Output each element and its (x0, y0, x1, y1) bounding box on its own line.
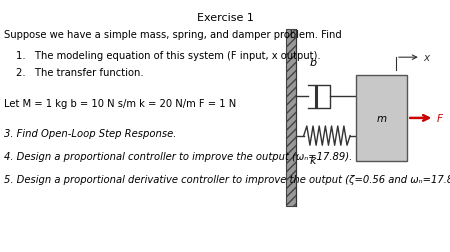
Text: 4. Design a proportional controller to improve the output (ωₙ=17.89).: 4. Design a proportional controller to i… (4, 151, 353, 161)
Text: Suppose we have a simple mass, spring, and damper problem. Find: Suppose we have a simple mass, spring, a… (4, 30, 342, 40)
Text: m: m (376, 113, 387, 123)
Text: x: x (423, 53, 429, 63)
Text: Let M = 1 kg b = 10 N s/m k = 20 N/m F = 1 N: Let M = 1 kg b = 10 N s/m k = 20 N/m F =… (4, 98, 237, 108)
Text: b: b (309, 58, 316, 68)
Text: Exercise 1: Exercise 1 (197, 13, 253, 23)
Text: 1.   The modeling equation of this system (F input, x output).: 1. The modeling equation of this system … (16, 50, 320, 60)
Text: 3. Find Open-Loop Step Response.: 3. Find Open-Loop Step Response. (4, 129, 177, 139)
Bar (286, 30, 296, 207)
Text: 5. Design a proportional derivative controller to improve the output (ζ=0.56 and: 5. Design a proportional derivative cont… (4, 174, 450, 184)
Text: F: F (436, 113, 442, 123)
Text: 2.   The transfer function.: 2. The transfer function. (16, 68, 144, 78)
Text: k: k (310, 155, 316, 165)
Bar (356, 76, 407, 161)
